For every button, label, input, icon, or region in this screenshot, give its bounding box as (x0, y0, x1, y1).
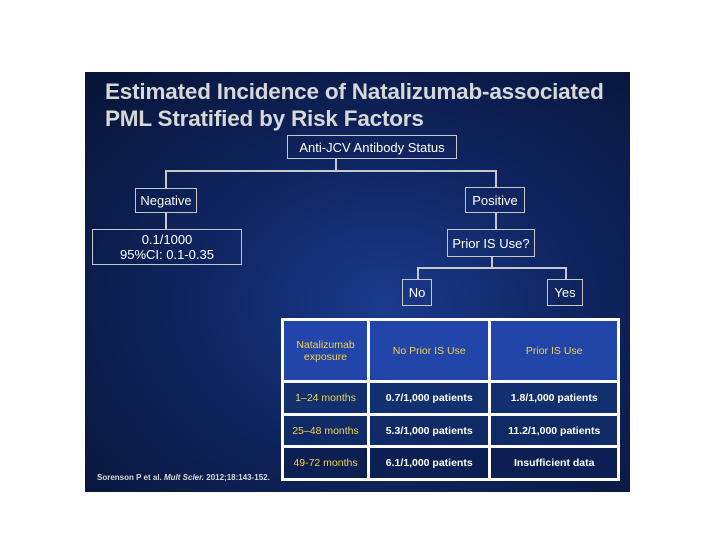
prior-is-use-box: Prior IS Use? (447, 229, 535, 257)
table-row: 49-72 months 6.1/1,000 patients Insuffic… (284, 448, 617, 478)
connector-to-no (417, 267, 419, 279)
prior-is-cell: 1.8/1,000 patients (491, 383, 617, 413)
exposure-cell: 49-72 months (284, 448, 367, 478)
citation-authors: Sorenson P et al. (97, 473, 162, 482)
header-prior-is: Prior IS Use (491, 321, 617, 381)
title-line-2: PML Stratified by Risk Factors (105, 106, 424, 131)
negative-ci: 95%CI: 0.1-0.35 (120, 247, 214, 262)
connector-root-down (335, 158, 337, 170)
connector-prior-horizontal (417, 267, 565, 269)
table-row: 25–48 months 5.3/1,000 patients 11.2/1,0… (284, 415, 617, 446)
exposure-cell: 1–24 months (284, 383, 367, 413)
connector-to-positive (495, 170, 497, 188)
citation-ref: 2012;18:143-152. (206, 473, 270, 482)
connector-prior-down (491, 257, 493, 267)
connector-positive-prior (495, 213, 497, 229)
connector-root-horizontal (165, 170, 495, 172)
slide: Estimated Incidence of Natalizumab-assoc… (85, 72, 630, 492)
table-row: 1–24 months 0.7/1,000 patients 1.8/1,000… (284, 383, 617, 413)
no-prior-is-cell: 0.7/1,000 patients (370, 383, 489, 413)
connector-negative-result (165, 213, 167, 229)
slide-title: Estimated Incidence of Natalizumab-assoc… (105, 78, 604, 132)
exposure-cell: 25–48 months (284, 415, 367, 446)
no-prior-is-cell: 6.1/1,000 patients (370, 448, 489, 478)
positive-box: Positive (465, 187, 525, 213)
header-exposure: Natalizumab exposure (284, 321, 367, 381)
header-no-prior-is: No Prior IS Use (370, 321, 489, 381)
title-line-1: Estimated Incidence of Natalizumab-assoc… (105, 79, 604, 104)
yes-box: Yes (547, 279, 583, 306)
negative-box: Negative (135, 188, 197, 213)
connector-to-negative (165, 170, 167, 188)
citation: Sorenson P et al. Mult Scler. 2012;18:14… (97, 473, 270, 482)
connector-to-yes (565, 267, 567, 279)
no-box: No (402, 279, 432, 306)
negative-result-box: 0.1/1000 95%CI: 0.1-0.35 (92, 229, 242, 265)
incidence-table: Natalizumab exposure No Prior IS Use Pri… (281, 318, 620, 481)
citation-journal: Mult Scler. (164, 473, 205, 482)
no-prior-is-cell: 5.3/1,000 patients (370, 415, 489, 446)
prior-is-cell: 11.2/1,000 patients (491, 415, 617, 446)
negative-incidence: 0.1/1000 (141, 232, 193, 247)
anti-jcv-status-box: Anti-JCV Antibody Status (287, 135, 457, 159)
prior-is-cell: Insufficient data (491, 448, 617, 478)
